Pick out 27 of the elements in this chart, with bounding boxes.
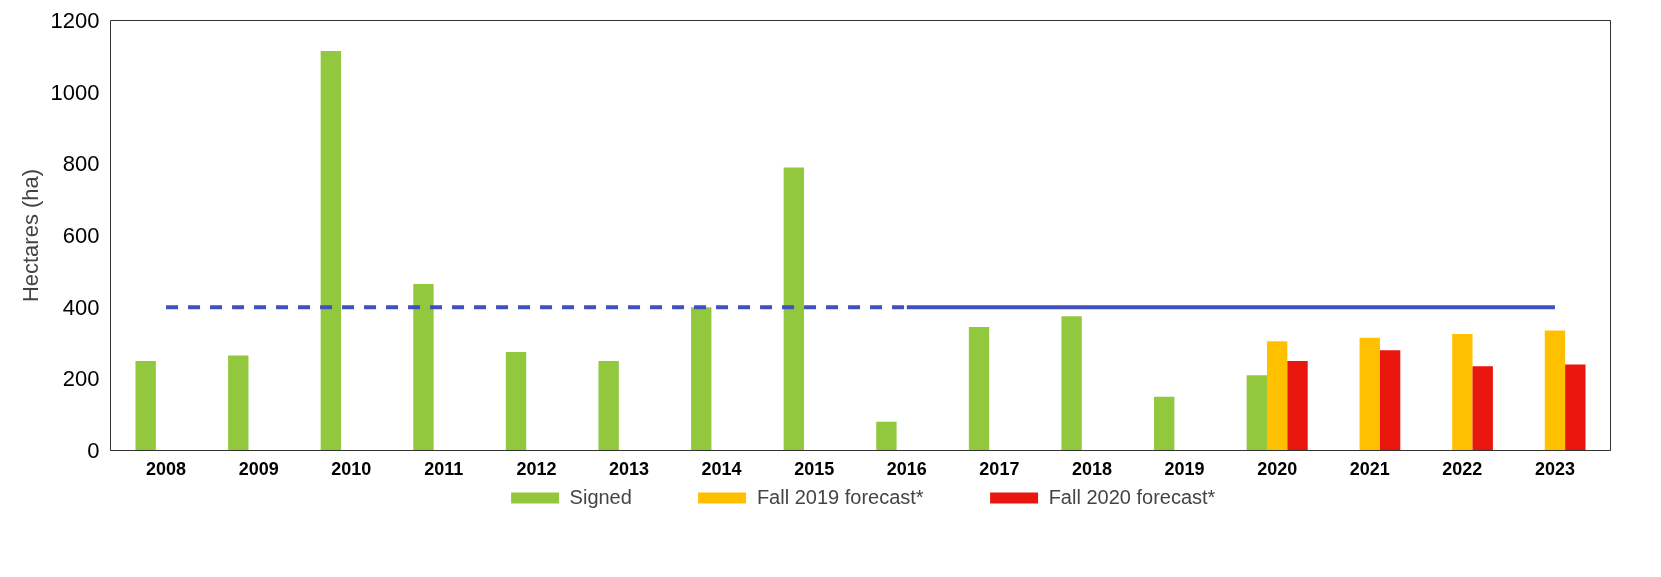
y-axis-title: Hectares (ha) bbox=[17, 168, 43, 303]
y-tick-label: 200 bbox=[62, 366, 100, 392]
x-tick-label: 2016 bbox=[886, 458, 927, 479]
x-tick-label: 2017 bbox=[979, 458, 1020, 479]
x-tick-label: 2018 bbox=[1071, 458, 1113, 479]
y-tick-label: 800 bbox=[62, 151, 100, 177]
x-tick-label: 2022 bbox=[1442, 458, 1483, 479]
legend-label: Fall 2019 forecast* bbox=[756, 485, 924, 509]
x-tick-label: 2008 bbox=[146, 458, 187, 479]
x-tick-label: 2019 bbox=[1164, 458, 1205, 479]
x-tick-label: 2011 bbox=[424, 458, 464, 479]
y-tick-label: 600 bbox=[62, 223, 100, 248]
x-tick-label: 2020 bbox=[1257, 458, 1298, 479]
x-tick-label: 2009 bbox=[238, 458, 279, 479]
y-tick-label: 1000 bbox=[50, 79, 100, 105]
x-tick-label: 2013 bbox=[609, 458, 650, 479]
x-tick-label: 2023 bbox=[1534, 458, 1575, 479]
x-tick-label: 2014 bbox=[701, 458, 742, 479]
x-tick-label: 2010 bbox=[331, 458, 372, 479]
legend-label: Fall 2020 forecast* bbox=[1048, 485, 1216, 509]
y-tick-label: 0 bbox=[87, 438, 100, 463]
y-tick-label: 1200 bbox=[50, 8, 100, 33]
x-tick-label: 2021 bbox=[1349, 458, 1390, 479]
x-tick-label: 2015 bbox=[794, 458, 835, 479]
legend-label: Signed bbox=[569, 485, 632, 509]
y-tick-label: 400 bbox=[62, 294, 100, 320]
x-tick-label: 2012 bbox=[516, 458, 557, 479]
